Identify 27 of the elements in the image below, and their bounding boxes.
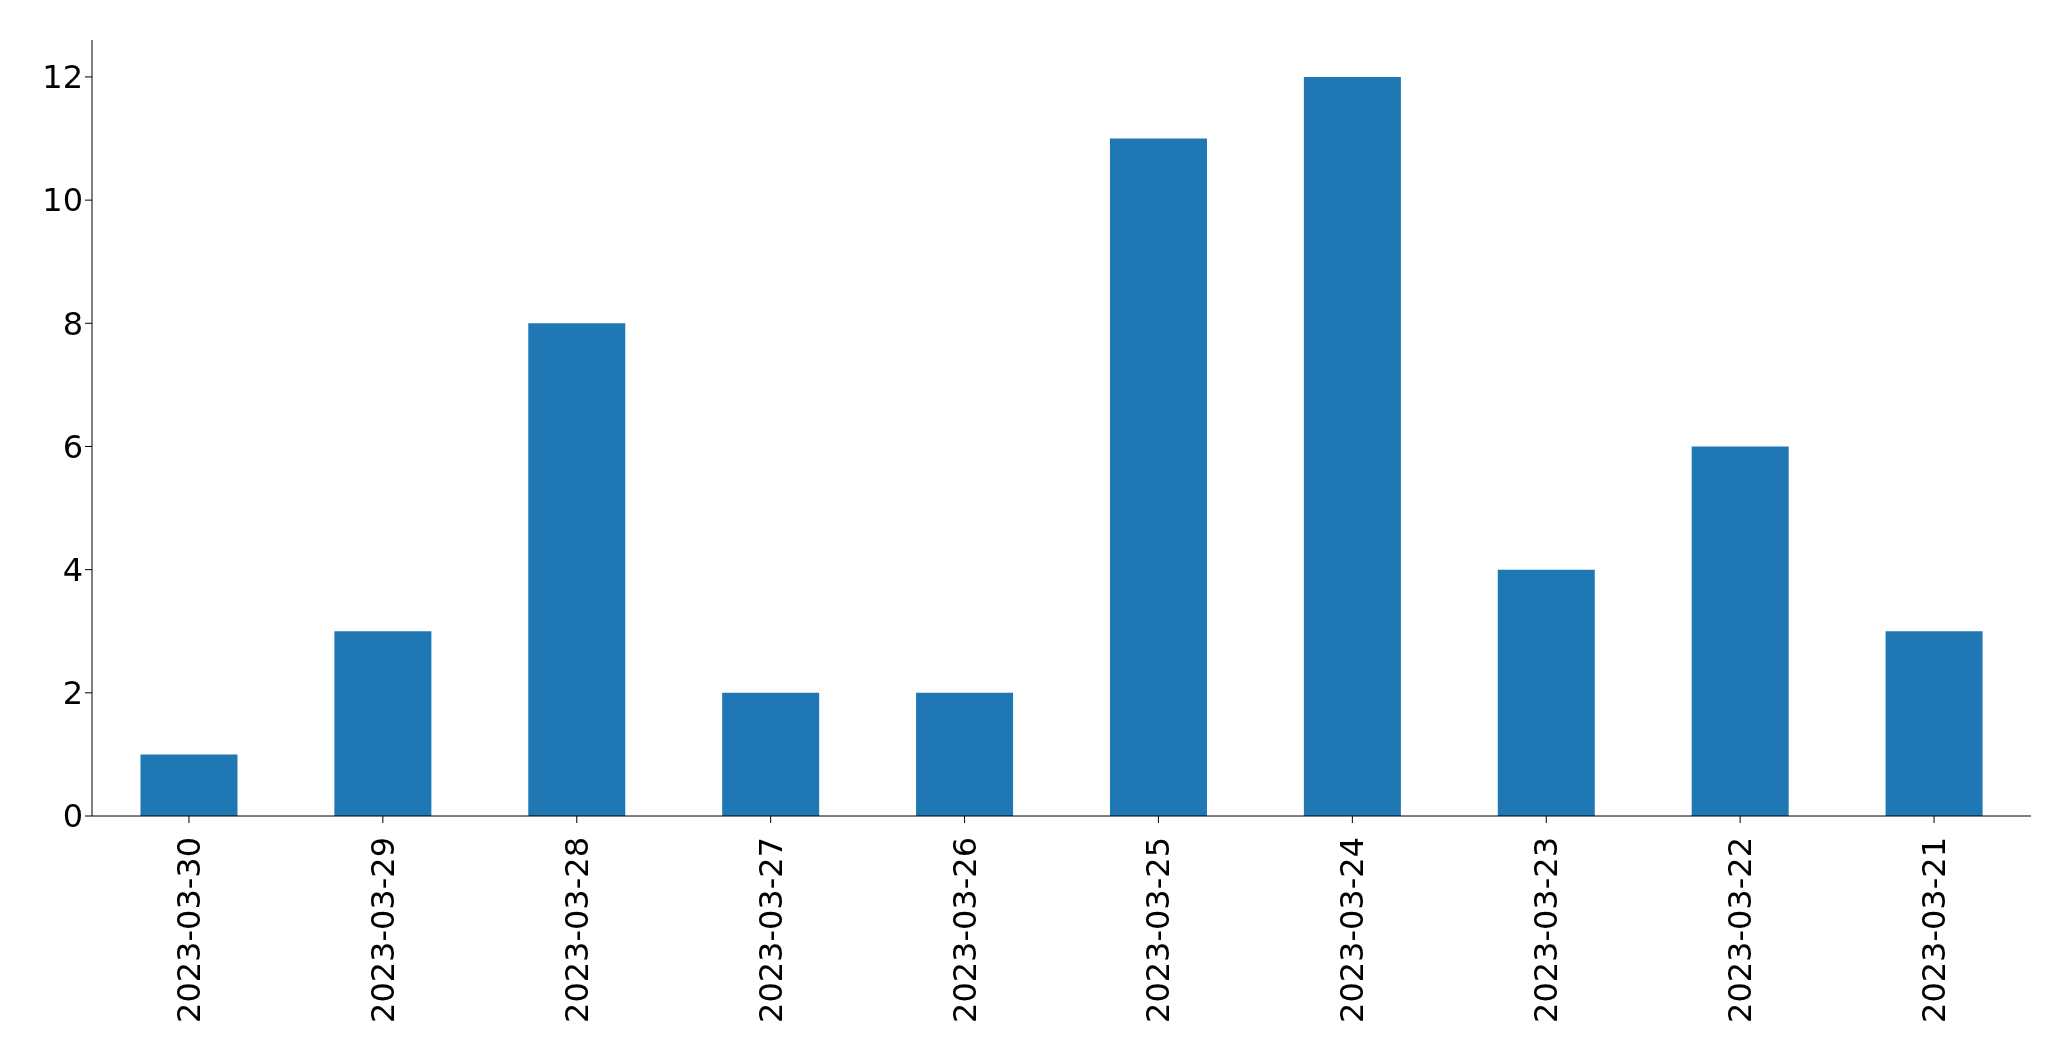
- bar: [334, 631, 432, 816]
- bar: [1109, 138, 1207, 816]
- bar: [1691, 446, 1789, 816]
- x-tick-label: 2023-03-28: [557, 837, 596, 1023]
- y-tick-label: 0: [62, 797, 83, 836]
- x-tick-label: 2023-03-30: [169, 837, 208, 1023]
- x-tick-label: 2023-03-25: [1139, 837, 1178, 1023]
- x-tick-label: 2023-03-24: [1333, 837, 1372, 1023]
- y-tick-label: 8: [62, 304, 83, 343]
- bar: [1303, 76, 1401, 816]
- y-tick-label: 12: [42, 58, 83, 97]
- x-tick-label: 2023-03-27: [751, 837, 790, 1023]
- y-tick-label: 4: [62, 551, 83, 590]
- y-tick-label: 6: [62, 427, 83, 466]
- bar: [140, 754, 238, 816]
- y-tick-label: 10: [42, 181, 83, 220]
- bar: [722, 692, 820, 816]
- bar: [1497, 569, 1595, 816]
- x-tick-label: 2023-03-23: [1527, 837, 1566, 1023]
- x-tick-label: 2023-03-21: [1915, 837, 1954, 1023]
- bar: [916, 692, 1014, 816]
- y-tick-label: 2: [62, 674, 83, 713]
- x-tick-label: 2023-03-26: [945, 837, 984, 1023]
- bar: [528, 323, 626, 816]
- bar: [1885, 631, 1983, 816]
- x-tick-label: 2023-03-29: [363, 837, 402, 1023]
- x-tick-label: 2023-03-22: [1721, 837, 1760, 1023]
